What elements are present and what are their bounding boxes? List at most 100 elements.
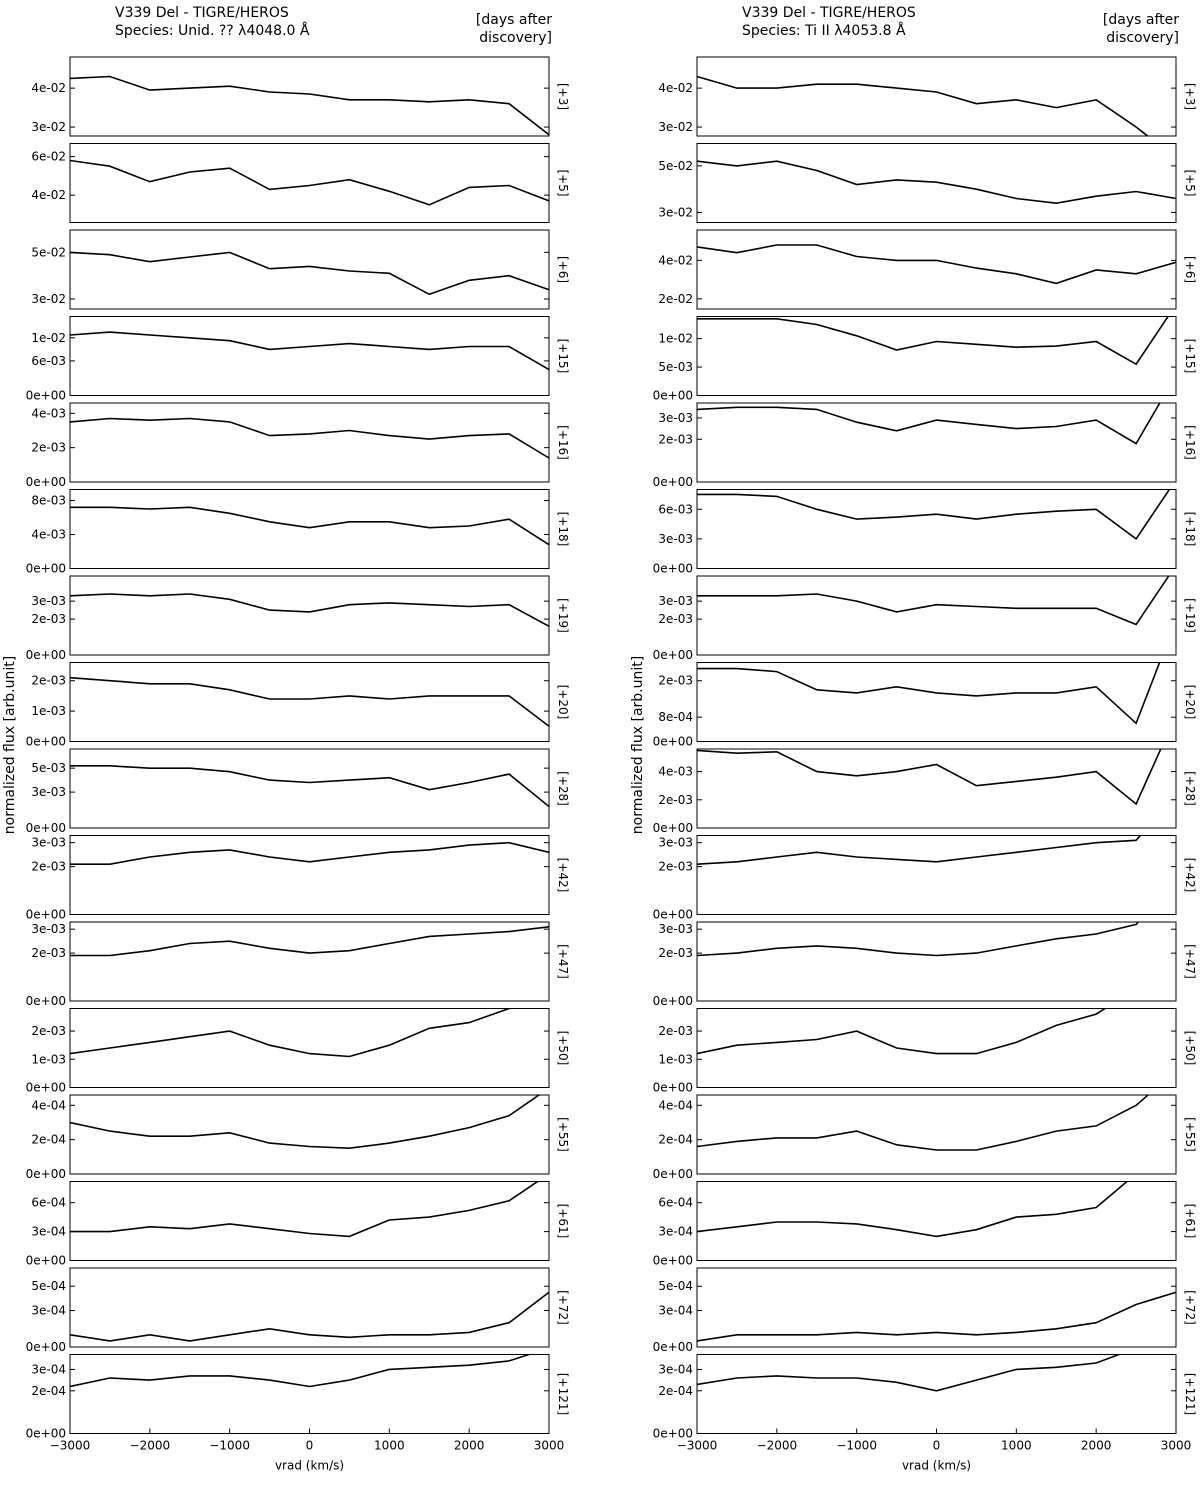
y-tick-label: 8e-04	[658, 710, 693, 724]
panel-frame	[69, 1094, 550, 1175]
y-tick-label: 0e+00	[653, 1340, 693, 1354]
y-tick-label: 0e+00	[26, 562, 66, 576]
y-tick-label: 0e+00	[653, 735, 693, 749]
epoch-label: [+6]	[556, 256, 570, 283]
y-tick-label: 6e-02	[31, 150, 66, 164]
spectrum-line	[70, 331, 549, 371]
panel-frame	[69, 1267, 550, 1348]
y-tick-label: 2e-03	[658, 612, 693, 626]
y-tick-label: 4e-04	[31, 1098, 66, 1112]
y-tick-label: 2e-04	[31, 1133, 66, 1147]
epoch-label: [+19]	[1183, 598, 1197, 633]
y-tick-label: 3e-03	[658, 532, 693, 546]
panel-frame	[696, 143, 1177, 223]
spectrum-line	[697, 244, 1176, 285]
spectrum-line	[70, 926, 549, 957]
y-tick-label: 3e-03	[658, 836, 693, 850]
y-tick-label: 6e-03	[658, 502, 693, 516]
x-tick-label: 2000	[1081, 1439, 1112, 1453]
epoch-label: [+55]	[1183, 1117, 1197, 1152]
panel-frame	[696, 575, 1177, 656]
y-tick-label: 4e-02	[31, 188, 66, 202]
panel-frame	[696, 1181, 1177, 1261]
panel-frame	[69, 1008, 550, 1088]
y-tick-label: 2e-03	[31, 1024, 66, 1038]
spectrum-line	[70, 1181, 540, 1238]
panel-frame	[696, 921, 1177, 1002]
y-tick-label: 2e-03	[658, 674, 693, 688]
spectrum-line	[697, 403, 1161, 445]
days-header: [days after	[476, 12, 552, 28]
y-tick-label: 4e-03	[31, 528, 66, 542]
epoch-label: [+28]	[1183, 771, 1197, 806]
panel-frame	[696, 1267, 1177, 1348]
x-tick-label: −1000	[209, 1439, 250, 1453]
epoch-label: [+121]	[1183, 1373, 1197, 1415]
y-tick-label: 2e-03	[31, 674, 66, 688]
spectrum-line	[70, 765, 549, 808]
y-tick-label: 5e-03	[658, 360, 693, 374]
spectrum-line	[697, 75, 1149, 136]
epoch-label: [+121]	[556, 1373, 570, 1415]
spectrum-line	[70, 251, 549, 296]
y-tick-label: 1e-03	[31, 1052, 66, 1066]
y-tick-label: 2e-03	[658, 1024, 693, 1038]
epoch-label: [+6]	[1183, 256, 1197, 283]
spectrum-line	[70, 1291, 549, 1342]
y-tick-label: 0e+00	[653, 1167, 693, 1181]
y-tick-label: 0e+00	[26, 908, 66, 922]
y-tick-label: 0e+00	[653, 1254, 693, 1268]
spectrum-line	[70, 593, 549, 628]
y-tick-label: 2e-03	[31, 860, 66, 874]
epoch-label: [+28]	[556, 771, 570, 806]
y-tick-label: 1e-03	[31, 704, 66, 718]
panel-frame	[696, 748, 1177, 829]
epoch-label: [+3]	[1183, 83, 1197, 110]
y-tick-label: 0e+00	[26, 1427, 66, 1441]
panel-frame	[69, 1354, 550, 1434]
y-tick-label: 6e-04	[658, 1196, 693, 1210]
column-species: Species: Ti II λ4053.8 Å	[742, 22, 906, 39]
x-tick-label: −2000	[757, 1439, 798, 1453]
epoch-label: [+47]	[1183, 944, 1197, 979]
y-tick-label: 0e+00	[26, 1167, 66, 1181]
y-tick-label: 3e-04	[31, 1304, 66, 1318]
epoch-label: [+18]	[1183, 512, 1197, 547]
x-tick-label: 0	[933, 1439, 941, 1453]
x-tick-label: 3000	[534, 1439, 565, 1453]
y-tick-label: 5e-02	[31, 245, 66, 259]
epoch-label: [+20]	[556, 685, 570, 720]
panel-frame	[69, 575, 550, 656]
spectrum-line	[70, 159, 549, 206]
spectrum-line	[697, 835, 1142, 865]
panel-frame	[696, 1008, 1177, 1088]
y-tick-label: 0e+00	[653, 389, 693, 403]
y-tick-label: 3e-03	[658, 922, 693, 936]
y-tick-label: 3e-03	[31, 836, 66, 850]
y-tick-label: 0e+00	[26, 735, 66, 749]
y-tick-label: 0e+00	[653, 1427, 693, 1441]
y-tick-label: 0e+00	[26, 648, 66, 662]
x-tick-label: −2000	[130, 1439, 171, 1453]
panel-frame	[69, 402, 550, 483]
epoch-label: [+72]	[1183, 1290, 1197, 1325]
epoch-label: [+61]	[1183, 1204, 1197, 1239]
panel-frame	[696, 316, 1177, 396]
spectrum-line	[70, 1095, 541, 1150]
panel-frame	[696, 402, 1177, 483]
x-axis-label: vrad (km/s)	[902, 1459, 971, 1473]
y-tick-label: 2e-03	[658, 793, 693, 807]
epoch-label: [+5]	[556, 169, 570, 196]
spectrum-line	[697, 160, 1176, 205]
epoch-label: [+15]	[556, 339, 570, 374]
y-tick-label: 3e-03	[31, 785, 66, 799]
y-tick-label: 3e-03	[658, 594, 693, 608]
y-tick-label: 3e-04	[31, 1225, 66, 1239]
y-tick-label: 3e-04	[658, 1225, 693, 1239]
y-tick-label: 0e+00	[653, 648, 693, 662]
spectrum-line	[697, 1095, 1150, 1151]
epoch-label: [+15]	[1183, 339, 1197, 374]
y-tick-label: 5e-02	[658, 159, 693, 173]
spectrum-line	[697, 662, 1161, 725]
panel-frame	[69, 748, 550, 829]
